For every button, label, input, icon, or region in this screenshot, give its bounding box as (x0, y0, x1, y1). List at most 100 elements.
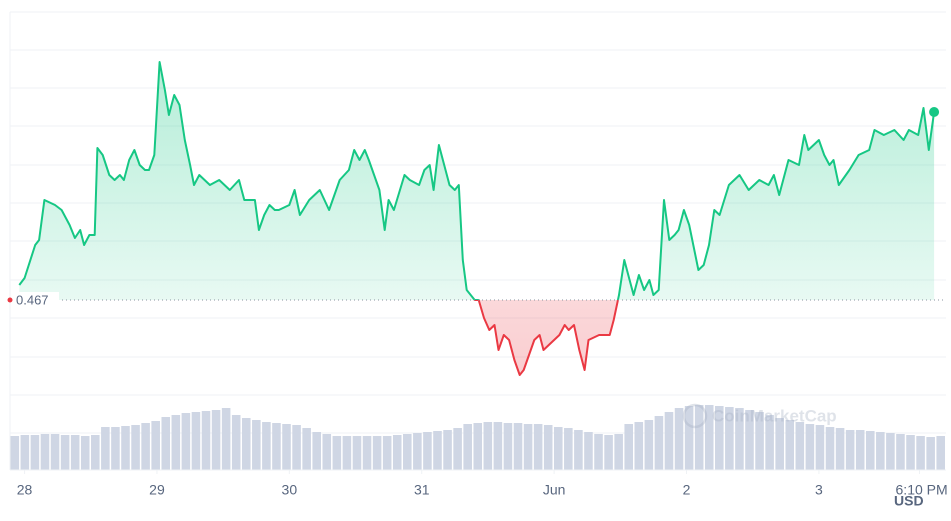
x-tick-label: 2 (683, 482, 691, 498)
last-point (929, 107, 940, 117)
volume-bar (483, 422, 493, 470)
volume-bar (151, 421, 160, 470)
volume-bar (805, 424, 815, 470)
volume-bar (936, 436, 945, 470)
volume-bar (594, 434, 603, 470)
volume-bar (241, 418, 251, 470)
watermark-text: CoinMarketCap (712, 406, 837, 425)
line-up (18, 61, 936, 300)
volume-bar (523, 424, 533, 470)
volume-bar (211, 410, 221, 470)
volume-bar (735, 408, 744, 470)
volume-bar (493, 422, 503, 470)
volume-bar (503, 423, 513, 470)
volume-bar (584, 432, 593, 470)
volume-bar (684, 406, 694, 470)
volume-bar (70, 435, 80, 470)
volume-bar (433, 431, 442, 470)
volume-bar (302, 428, 311, 470)
volume-bar (513, 423, 523, 470)
volume-bar (201, 411, 211, 470)
volume-bar (20, 435, 30, 470)
volume-bar (382, 436, 392, 470)
x-tick-label: 31 (414, 482, 430, 498)
volume-bar (815, 425, 825, 470)
volume-bar (80, 436, 90, 470)
x-tick-label: 29 (149, 482, 165, 498)
volume-bar (30, 435, 40, 470)
x-tick-label: 3 (815, 482, 823, 498)
volume-bar (886, 433, 895, 470)
volume-bar (352, 436, 362, 470)
volume-bar (916, 436, 925, 470)
area-up (19, 62, 935, 300)
volume-bar (272, 423, 281, 470)
volume-bar (876, 432, 885, 470)
volume-bar (262, 422, 271, 470)
volume-bar (564, 428, 573, 470)
volume-bar (473, 423, 483, 470)
volume-bar (704, 405, 714, 470)
volume-bar (694, 405, 704, 470)
volume-bar (161, 417, 171, 470)
x-tick-label: 30 (282, 482, 298, 498)
volume-bar (91, 435, 100, 470)
volume-bar (342, 436, 352, 470)
volume-bar (896, 434, 905, 470)
volume-bar (282, 424, 291, 470)
volume-bar (101, 427, 110, 470)
volume-bar (835, 428, 845, 470)
volume-bar (131, 425, 140, 470)
volume-bar (181, 413, 191, 470)
volume-bar (322, 434, 332, 470)
x-tick-label: 28 (17, 482, 33, 498)
volume-bar (614, 434, 623, 470)
volume-bar (825, 427, 835, 470)
volume-bar (543, 425, 553, 470)
volume-bars (10, 405, 945, 470)
volume-bar (171, 415, 181, 470)
volume-bar (403, 434, 412, 470)
volume-bar (553, 427, 563, 470)
volume-bar (865, 431, 875, 470)
volume-bar (413, 433, 422, 470)
volume-bar (674, 408, 684, 470)
volume-bar (221, 408, 231, 470)
volume-bar (392, 435, 402, 470)
volume-bar (443, 430, 452, 470)
watermark: CoinMarketCap (682, 403, 837, 429)
volume-bar (252, 420, 261, 470)
volume-bar (755, 412, 764, 470)
baseline-label-bg (13, 292, 59, 308)
volume-bar (604, 435, 613, 470)
volume-bar (533, 424, 543, 470)
volume-bar (644, 420, 654, 470)
volume-bar (795, 422, 805, 470)
volume-bar (372, 436, 382, 470)
volume-bar (775, 418, 784, 470)
x-tick-label: 6:10 PM (896, 482, 948, 498)
volume-bar (855, 430, 865, 470)
volume-bar (191, 412, 201, 470)
volume-bar (50, 434, 60, 470)
volume-bar (111, 427, 120, 470)
volume-bar (845, 430, 855, 470)
baseline-label: 0.467 (16, 292, 49, 307)
volume-bar (624, 424, 633, 470)
volume-bar (906, 435, 915, 470)
currency-label: USD (894, 493, 924, 509)
baseline-marker (7, 297, 13, 303)
volume-bar (231, 415, 241, 470)
x-tick-label: Jun (543, 482, 566, 498)
price: 0.467 (7, 61, 946, 376)
volume-bar (10, 436, 20, 470)
volume-bar (634, 422, 644, 470)
volume-bar (40, 434, 50, 470)
volume-bar (574, 430, 583, 470)
volume-bar (60, 435, 70, 470)
volume-bar (765, 415, 774, 470)
volume-bar (121, 426, 130, 470)
